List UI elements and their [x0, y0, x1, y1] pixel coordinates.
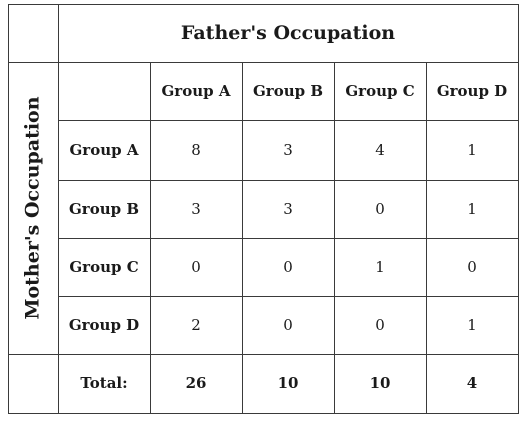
table-cell: 3: [283, 199, 293, 218]
rule-row-3: [58, 296, 519, 297]
col-header: Group B: [252, 81, 323, 100]
total-cell: 10: [369, 374, 391, 392]
col-header: Group A: [161, 81, 231, 100]
rule-col-3: [334, 62, 335, 414]
table-cell: 0: [283, 257, 293, 276]
rule-row-1: [58, 180, 519, 181]
col-header: Group C: [345, 81, 415, 100]
table-cell: 0: [375, 199, 385, 218]
table-cell: 4: [375, 140, 385, 159]
rule-side: [58, 4, 59, 414]
row-header: Group A: [69, 140, 139, 159]
rule-col-1: [150, 62, 151, 414]
table-cell: 3: [191, 199, 201, 218]
rule-bottom: [8, 413, 519, 414]
table-cell: 0: [283, 315, 293, 334]
table-cell: 3: [283, 140, 293, 159]
rule-left: [8, 4, 9, 414]
table-cell: 1: [467, 140, 477, 159]
table-cell: 0: [375, 315, 385, 334]
rule-row-2: [58, 238, 519, 239]
rule-col-4: [426, 62, 427, 414]
rule-right: [518, 4, 519, 414]
side-title-text: Mother's Occupation: [22, 96, 45, 320]
table-cell: 0: [191, 257, 201, 276]
total-cell: 10: [277, 374, 299, 392]
total-cell: 26: [185, 374, 207, 392]
row-header: Group D: [68, 315, 140, 334]
rule-col-header: [58, 120, 519, 121]
total-label: Total:: [80, 374, 128, 392]
rule-top: [8, 4, 519, 5]
total-cell: 4: [466, 374, 478, 392]
table-cell: 1: [467, 315, 477, 334]
rule-col-2: [242, 62, 243, 414]
table-cell: 8: [191, 140, 201, 159]
row-header: Group C: [69, 257, 139, 276]
table-cell: 1: [467, 199, 477, 218]
row-header: Group B: [68, 199, 139, 218]
rule-header: [8, 62, 519, 63]
table-cell: 2: [191, 315, 201, 334]
table-cell: 0: [467, 257, 477, 276]
side-title: Mother's Occupation: [8, 62, 58, 354]
table-cell: 1: [375, 257, 385, 276]
table-title: Father's Occupation: [180, 21, 396, 44]
col-header: Group D: [436, 81, 508, 100]
rule-total: [8, 354, 519, 355]
